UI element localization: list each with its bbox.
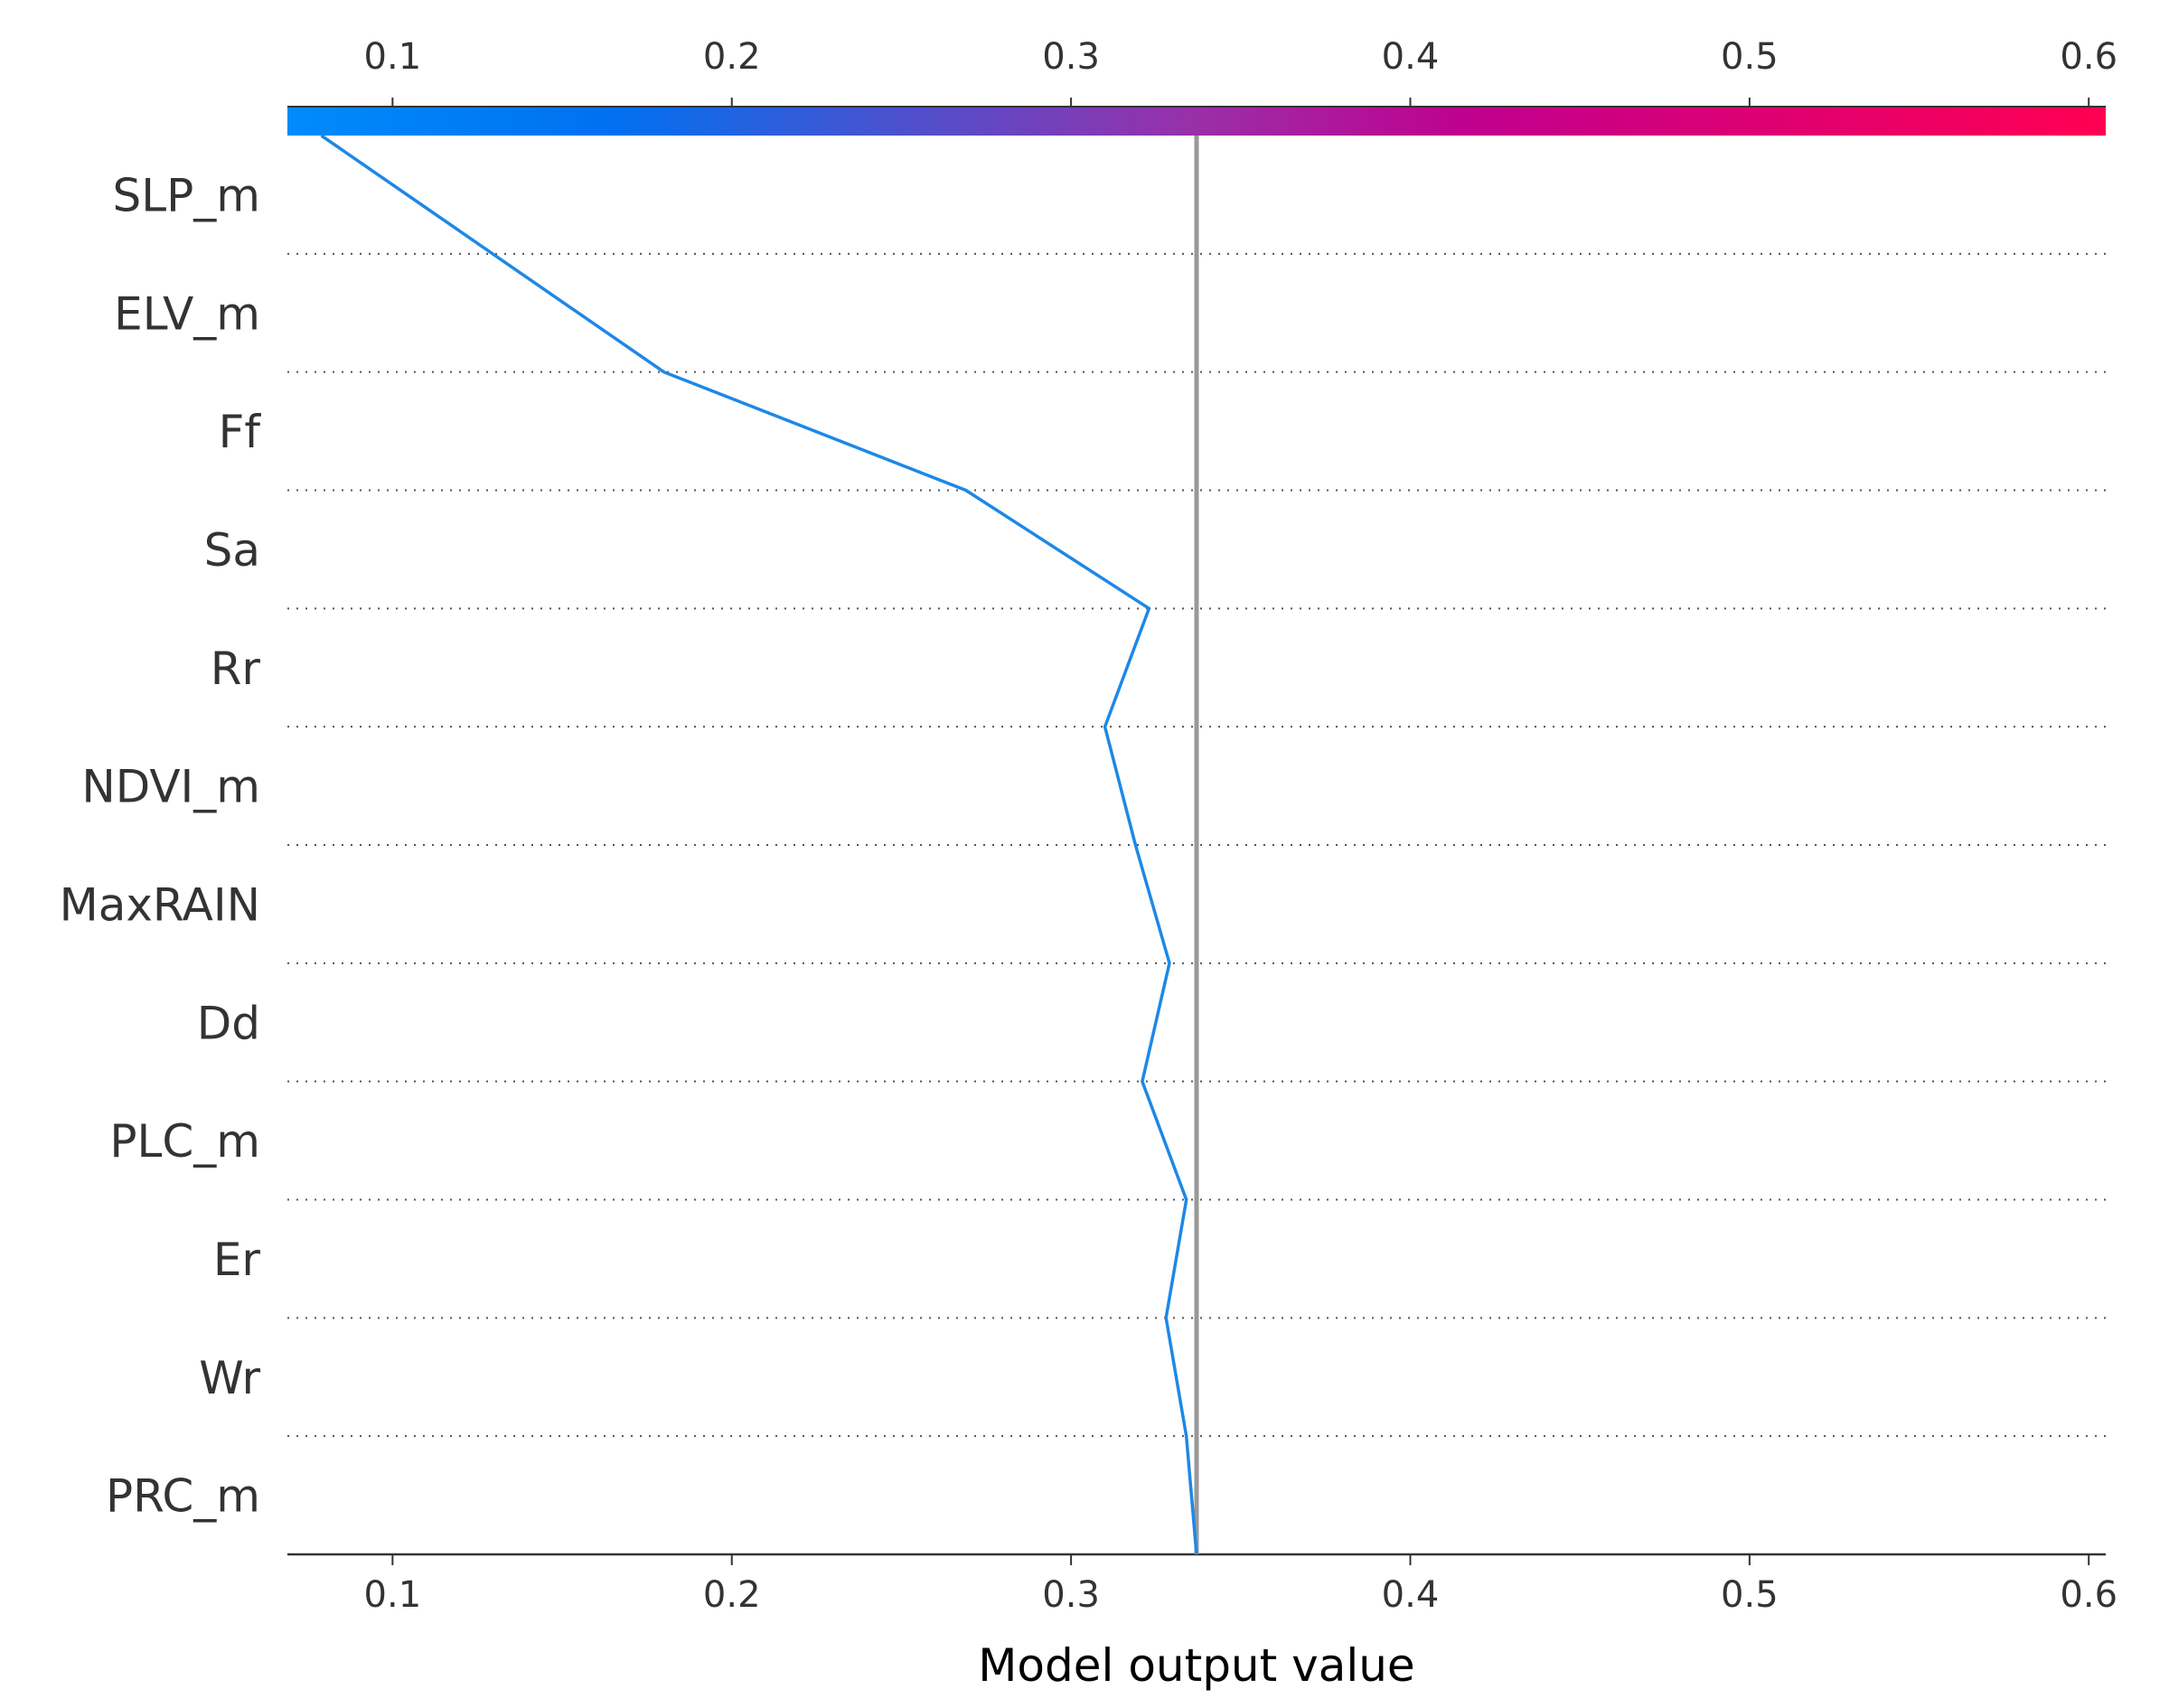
top-tick-label: 0.3	[1042, 36, 1100, 78]
feature-label: NDVI_m	[81, 761, 260, 813]
feature-label: Wr	[199, 1352, 260, 1404]
feature-label: Rr	[211, 643, 261, 695]
feature-label: PLC_m	[109, 1115, 260, 1168]
feature-label: Ff	[219, 406, 262, 458]
feature-label: Er	[213, 1234, 261, 1286]
x-axis-title: Model output value	[978, 1639, 1414, 1692]
top-tick-label: 0.1	[364, 36, 422, 78]
top-tick-label: 0.2	[703, 36, 761, 78]
colorbar	[287, 106, 2106, 136]
feature-label: ELV_m	[114, 287, 260, 340]
bottom-tick-label: 0.2	[703, 1574, 761, 1616]
feature-label: Sa	[204, 524, 260, 577]
feature-label: Dd	[197, 997, 260, 1049]
top-tick-label: 0.5	[1721, 36, 1779, 78]
colorbar-gradient	[287, 107, 2106, 136]
bottom-tick-label: 0.3	[1042, 1574, 1100, 1616]
bottom-tick-label: 0.4	[1382, 1574, 1440, 1616]
x-axis: 0.1 0.1 0.2 0.2 0.3 0.3 0.4 0.4 0.5 0.5 0.6 0.6	[287, 36, 2117, 1616]
decision-path-line	[320, 134, 1198, 1555]
top-tick-label: 0.4	[1382, 36, 1440, 78]
feature-label: SLP_m	[113, 169, 260, 221]
bottom-tick-label: 0.5	[1721, 1574, 1779, 1616]
bottom-tick-label: 0.6	[2060, 1574, 2117, 1616]
feature-labels: SLP_m ELV_m Ff Sa Rr NDVI_m MaxRAIN Dd PLC_m Er Wr…	[60, 169, 262, 1522]
feature-label: MaxRAIN	[60, 878, 260, 931]
bottom-tick-label: 0.1	[364, 1574, 422, 1616]
feature-label: PRC_m	[106, 1470, 260, 1523]
top-tick-label: 0.6	[2060, 36, 2117, 78]
decision-path	[320, 134, 1198, 1555]
